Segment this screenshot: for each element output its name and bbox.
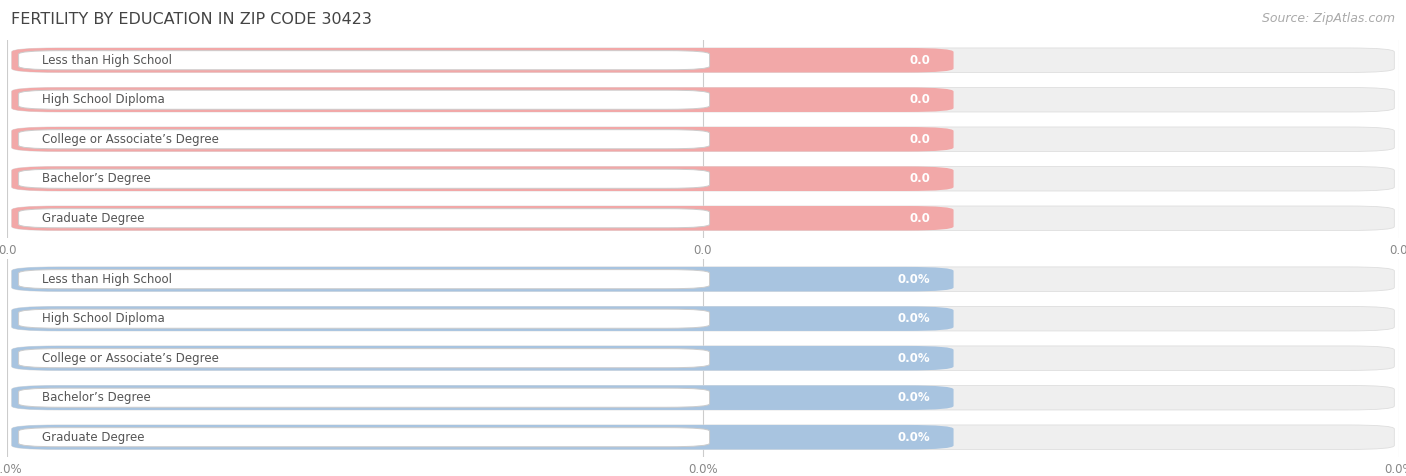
Text: 0.0%: 0.0% bbox=[897, 352, 931, 365]
FancyBboxPatch shape bbox=[11, 386, 953, 410]
Text: 0.0: 0.0 bbox=[910, 172, 931, 185]
FancyBboxPatch shape bbox=[11, 167, 1395, 191]
Text: Graduate Degree: Graduate Degree bbox=[42, 431, 145, 444]
Text: High School Diploma: High School Diploma bbox=[42, 312, 165, 325]
FancyBboxPatch shape bbox=[11, 346, 1395, 370]
Text: 0.0: 0.0 bbox=[910, 133, 931, 146]
FancyBboxPatch shape bbox=[18, 348, 710, 368]
FancyBboxPatch shape bbox=[11, 88, 953, 112]
FancyBboxPatch shape bbox=[18, 269, 710, 289]
FancyBboxPatch shape bbox=[18, 388, 710, 407]
FancyBboxPatch shape bbox=[18, 129, 710, 149]
FancyBboxPatch shape bbox=[11, 127, 953, 151]
Text: 0.0: 0.0 bbox=[910, 93, 931, 106]
Text: FERTILITY BY EDUCATION IN ZIP CODE 30423: FERTILITY BY EDUCATION IN ZIP CODE 30423 bbox=[11, 12, 373, 27]
Text: 0.0: 0.0 bbox=[910, 212, 931, 225]
FancyBboxPatch shape bbox=[11, 88, 1395, 112]
Text: Less than High School: Less than High School bbox=[42, 273, 172, 286]
FancyBboxPatch shape bbox=[11, 307, 953, 331]
FancyBboxPatch shape bbox=[11, 307, 1395, 331]
Text: College or Associate’s Degree: College or Associate’s Degree bbox=[42, 133, 219, 146]
FancyBboxPatch shape bbox=[11, 267, 953, 291]
Text: Source: ZipAtlas.com: Source: ZipAtlas.com bbox=[1261, 12, 1395, 25]
FancyBboxPatch shape bbox=[18, 50, 710, 70]
FancyBboxPatch shape bbox=[11, 267, 1395, 291]
Text: 0.0%: 0.0% bbox=[897, 273, 931, 286]
FancyBboxPatch shape bbox=[11, 206, 953, 230]
Text: Graduate Degree: Graduate Degree bbox=[42, 212, 145, 225]
FancyBboxPatch shape bbox=[11, 127, 1395, 151]
FancyBboxPatch shape bbox=[18, 208, 710, 228]
FancyBboxPatch shape bbox=[11, 206, 1395, 230]
FancyBboxPatch shape bbox=[18, 309, 710, 328]
FancyBboxPatch shape bbox=[18, 427, 710, 447]
FancyBboxPatch shape bbox=[11, 167, 953, 191]
FancyBboxPatch shape bbox=[11, 386, 1395, 410]
FancyBboxPatch shape bbox=[11, 48, 1395, 72]
FancyBboxPatch shape bbox=[11, 425, 1395, 449]
Text: Bachelor’s Degree: Bachelor’s Degree bbox=[42, 172, 150, 185]
Text: 0.0: 0.0 bbox=[910, 54, 931, 67]
FancyBboxPatch shape bbox=[11, 346, 953, 370]
FancyBboxPatch shape bbox=[11, 48, 953, 72]
FancyBboxPatch shape bbox=[18, 169, 710, 188]
Text: Less than High School: Less than High School bbox=[42, 54, 172, 67]
Text: 0.0%: 0.0% bbox=[897, 312, 931, 325]
Text: 0.0%: 0.0% bbox=[897, 391, 931, 404]
Text: 0.0%: 0.0% bbox=[897, 431, 931, 444]
Text: Bachelor’s Degree: Bachelor’s Degree bbox=[42, 391, 150, 404]
Text: High School Diploma: High School Diploma bbox=[42, 93, 165, 106]
Text: College or Associate’s Degree: College or Associate’s Degree bbox=[42, 352, 219, 365]
FancyBboxPatch shape bbox=[18, 90, 710, 109]
FancyBboxPatch shape bbox=[11, 425, 953, 449]
